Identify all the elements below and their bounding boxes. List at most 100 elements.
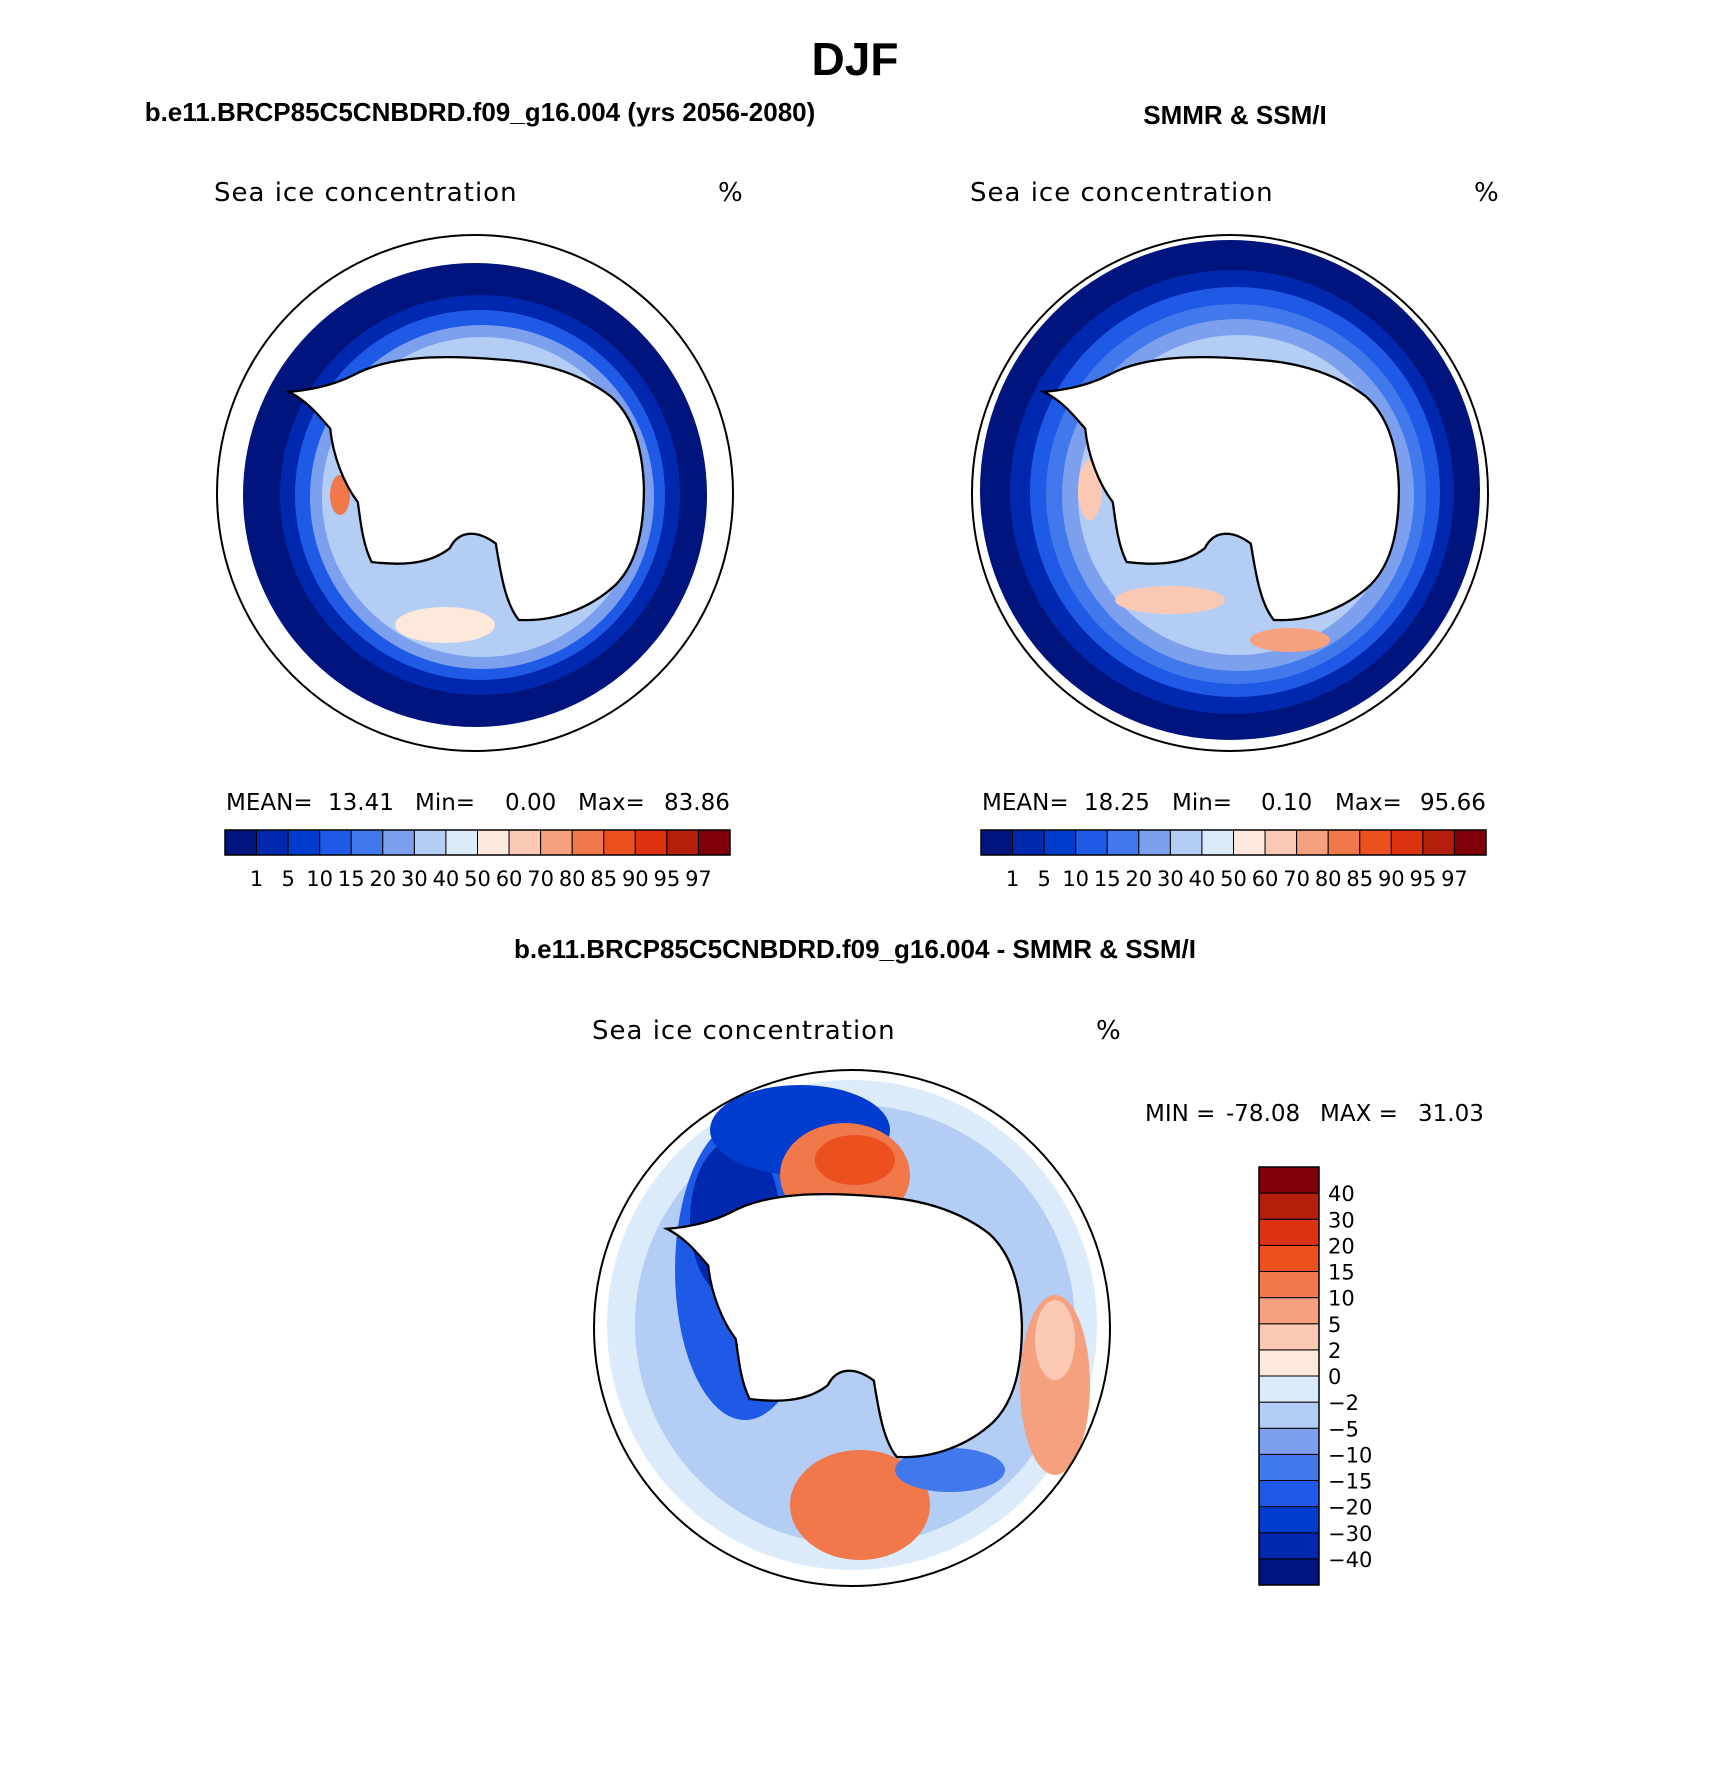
panel-model-colorbar: 1 5 10 15 20 30 40 50 60 70 80 85 90 95 97 — [224, 829, 731, 891]
panel-obs-max-label: Max= — [1335, 790, 1402, 816]
colorbar-tick-label: 15 — [338, 867, 365, 891]
colorbar-tick-label: 70 — [527, 867, 554, 891]
panel-diff-min-label: MIN = — [1145, 1101, 1215, 1127]
colorbar-swatch — [1043, 829, 1077, 856]
panel-obs-field-label: Sea ice concentration — [970, 178, 1274, 208]
colorbar-swatch — [1258, 1166, 1320, 1194]
colorbar-tick-label: 5 — [281, 867, 294, 891]
colorbar-tick-label: 30 — [401, 867, 428, 891]
colorbar-tick-label: 40 — [1189, 867, 1216, 891]
panel-diff-max-value: 31.03 — [1418, 1101, 1484, 1127]
colorbar-swatch — [1075, 829, 1108, 856]
panel-obs-min-label: Min= — [1172, 790, 1232, 816]
colorbar-swatch — [571, 829, 605, 856]
colorbar-tick-label: 20 — [369, 867, 396, 891]
colorbar-tick-label: 1 — [1006, 867, 1019, 891]
panel-model-field-label: Sea ice concentration — [214, 178, 518, 208]
panel-diff: b.e11.BRCP85C5CNBDRD.f09_g16.004 - SMMR … — [514, 934, 1484, 1587]
panel-model-map-border — [216, 234, 734, 752]
colorbar-tick-label: 20 — [1328, 1234, 1355, 1258]
colorbar-swatch — [1327, 829, 1361, 856]
panel-model-max-value: 83.86 — [664, 790, 730, 816]
panel-model-min-label: Min= — [415, 790, 475, 816]
colorbar-tick-label: 30 — [1328, 1208, 1355, 1232]
colorbar-swatch — [413, 829, 447, 856]
colorbar-swatch — [1258, 1427, 1320, 1455]
colorbar-swatch — [1264, 829, 1298, 856]
panel-diff-min-value: -78.08 — [1226, 1101, 1300, 1127]
colorbar-tick-label: 1 — [250, 867, 263, 891]
colorbar-tick-label: −10 — [1328, 1443, 1372, 1467]
colorbar-tick-label: −2 — [1328, 1391, 1359, 1415]
colorbar-swatch — [508, 829, 542, 856]
colorbar-tick-label: 85 — [590, 867, 617, 891]
panel-diff-subtitle: b.e11.BRCP85C5CNBDRD.f09_g16.004 - SMMR … — [514, 934, 1196, 964]
colorbar-tick-label: 10 — [1062, 867, 1089, 891]
colorbar-swatch — [980, 829, 1014, 856]
colorbar-swatch — [540, 829, 573, 856]
colorbar-tick-label: 80 — [1315, 867, 1342, 891]
panel-obs-min-value: 0.10 — [1261, 790, 1312, 816]
colorbar-tick-label: 50 — [464, 867, 491, 891]
colorbar-swatch — [1258, 1192, 1320, 1220]
panel-model-min-value: 0.00 — [505, 790, 556, 816]
panel-diff-map — [594, 1070, 1110, 1586]
colorbar-swatch — [256, 829, 289, 856]
panel-diff-map-border — [593, 1069, 1111, 1587]
panel-model-map — [217, 235, 733, 751]
colorbar-swatch — [1258, 1558, 1320, 1586]
colorbar-tick-label: 30 — [1157, 867, 1184, 891]
panel-obs-map-border — [971, 234, 1489, 752]
panel-obs-units: % — [1474, 178, 1499, 208]
panel-model-mean-label: MEAN= — [226, 790, 313, 816]
panel-model-mean-value: 13.41 — [328, 790, 394, 816]
colorbar-tick-label: 15 — [1328, 1261, 1355, 1285]
panel-obs-subtitle: SMMR & SSM/I — [1143, 100, 1326, 130]
colorbar-tick-label: 70 — [1283, 867, 1310, 891]
panel-model-subtitle: b.e11.BRCP85C5CNBDRD.f09_g16.004 (yrs 20… — [145, 97, 816, 127]
colorbar-swatch — [1258, 1401, 1320, 1429]
colorbar-tick-label: 95 — [654, 867, 681, 891]
panel-model: b.e11.BRCP85C5CNBDRD.f09_g16.004 (yrs 20… — [145, 97, 816, 891]
colorbar-swatch — [1258, 1244, 1320, 1272]
colorbar-swatch — [1106, 829, 1140, 856]
colorbar-tick-label: 15 — [1094, 867, 1121, 891]
colorbar-tick-label: 5 — [1328, 1313, 1341, 1337]
colorbar-swatch — [1258, 1506, 1320, 1534]
panel-obs-max-value: 95.66 — [1420, 790, 1486, 816]
colorbar-swatch — [1296, 829, 1329, 856]
colorbar-swatch — [1390, 829, 1424, 856]
colorbar-tick-label: 10 — [306, 867, 333, 891]
colorbar-tick-label: 80 — [559, 867, 586, 891]
colorbar-tick-label: −15 — [1328, 1470, 1372, 1494]
colorbar-tick-label: 2 — [1328, 1339, 1341, 1363]
colorbar-swatch — [1258, 1218, 1320, 1246]
season-title: DJF — [812, 33, 899, 85]
colorbar-tick-label: 0 — [1328, 1365, 1341, 1389]
panel-obs: SMMR & SSM/I Sea ice concentration % MEA… — [970, 100, 1499, 891]
colorbar-swatch — [1012, 829, 1045, 856]
colorbar-tick-label: −30 — [1328, 1522, 1372, 1546]
colorbar-swatch — [382, 829, 415, 856]
colorbar-swatch — [1258, 1532, 1320, 1560]
panel-model-units: % — [718, 178, 743, 208]
panel-obs-colorbar: 1 5 10 15 20 30 40 50 60 70 80 85 90 95 97 — [980, 829, 1487, 891]
colorbar-tick-label: 20 — [1125, 867, 1152, 891]
colorbar-tick-label: 60 — [496, 867, 523, 891]
panel-diff-units: % — [1096, 1016, 1121, 1046]
colorbar-swatch — [1422, 829, 1455, 856]
colorbar-swatch — [1233, 829, 1266, 856]
colorbar-tick-label: −20 — [1328, 1496, 1372, 1520]
colorbar-tick-label: 40 — [1328, 1182, 1355, 1206]
colorbar-tick-label: 50 — [1220, 867, 1247, 891]
panel-model-max-label: Max= — [578, 790, 645, 816]
colorbar-tick-label: 95 — [1410, 867, 1437, 891]
colorbar-swatch — [1453, 829, 1487, 856]
colorbar-swatch — [1359, 829, 1392, 856]
colorbar-swatch — [1201, 829, 1234, 856]
panel-diff-field-label: Sea ice concentration — [592, 1016, 896, 1046]
colorbar-swatch — [1258, 1297, 1320, 1325]
colorbar-tick-label: −40 — [1328, 1548, 1372, 1572]
